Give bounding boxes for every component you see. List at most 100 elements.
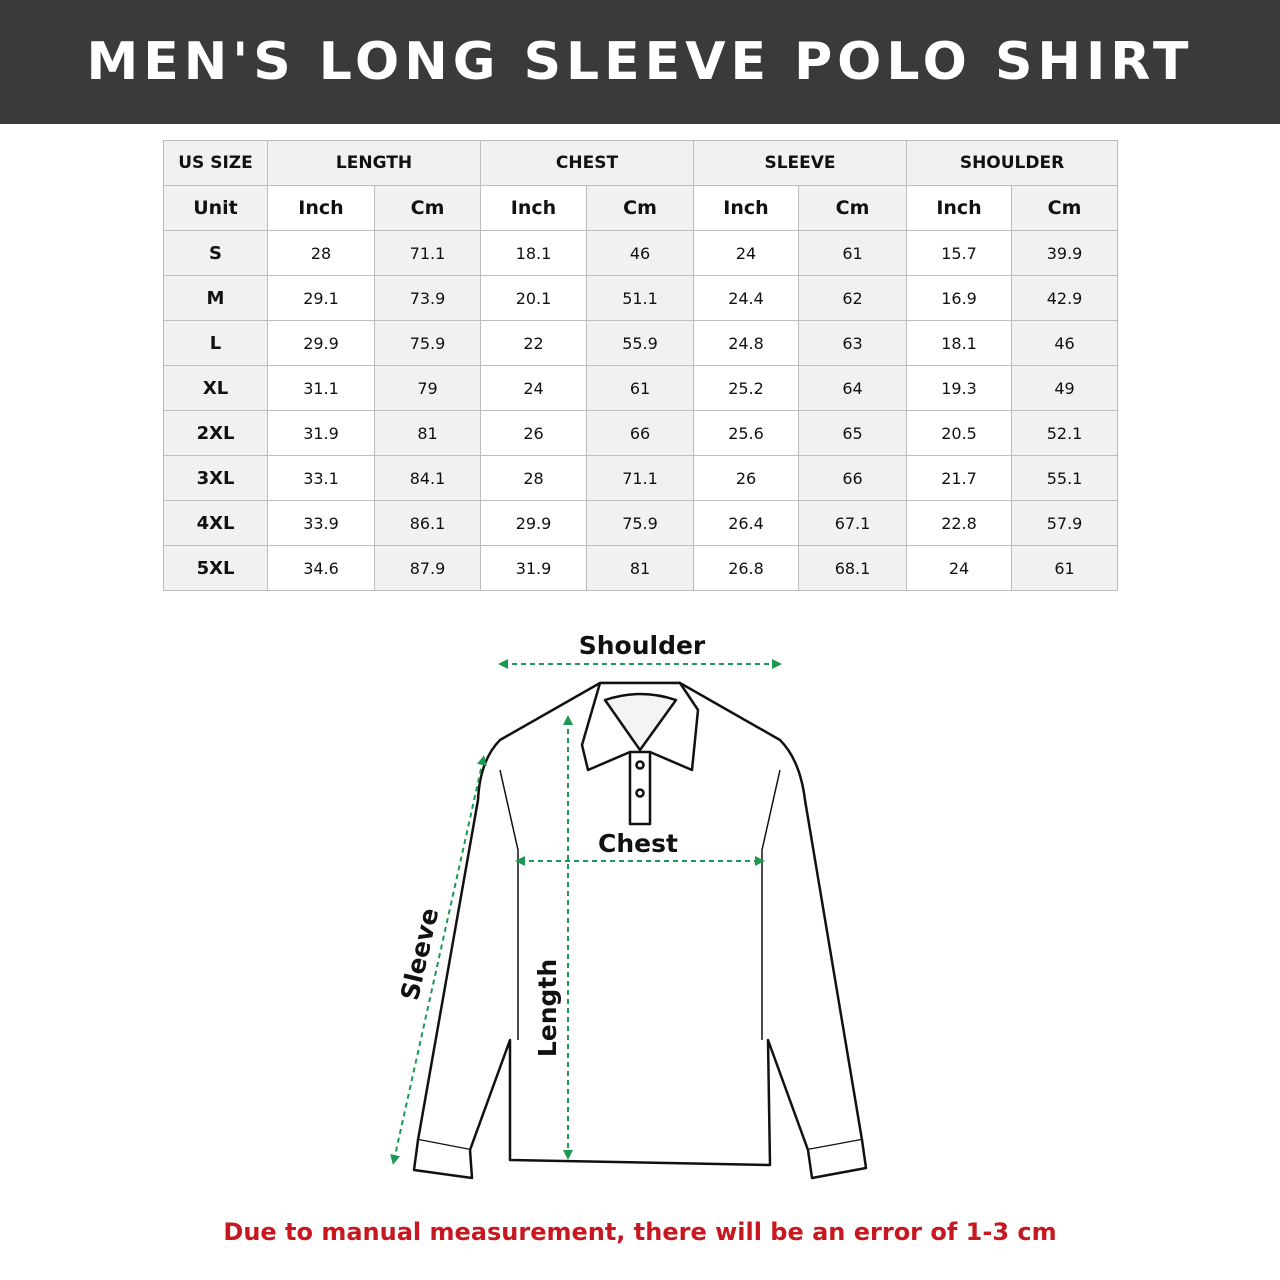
shirt-diagram: Shoulder Chest Length Sleeve (390, 631, 868, 1180)
group-header-cell: SHOULDER (906, 140, 1119, 186)
table-row: 2XL 31.9 81 26 66 25.6 65 20.5 52.1 (163, 410, 1119, 456)
value-cell: 31.1 (267, 365, 375, 411)
value-cell: 26 (480, 410, 587, 456)
value-cell: 46 (586, 230, 694, 276)
value-cell: 55.9 (586, 320, 694, 366)
value-cell: 26.4 (693, 500, 799, 546)
shirt-outline (412, 681, 868, 1180)
group-header-cell: LENGTH (267, 140, 481, 186)
table-row: M 29.1 73.9 20.1 51.1 24.4 62 16.9 42.9 (163, 275, 1119, 321)
value-cell: 31.9 (480, 545, 587, 591)
unit-cell: Inch (693, 185, 799, 231)
unit-cell: Cm (586, 185, 694, 231)
value-cell: 51.1 (586, 275, 694, 321)
value-cell: 87.9 (374, 545, 481, 591)
unit-cell: Unit (163, 185, 268, 231)
value-cell: 24 (906, 545, 1013, 591)
value-cell: 26.8 (693, 545, 799, 591)
value-cell: 49 (1011, 365, 1119, 411)
value-cell: 19.3 (906, 365, 1013, 411)
chest-label: Chest (598, 829, 678, 858)
group-header-cell: CHEST (480, 140, 694, 186)
value-cell: 79 (374, 365, 481, 411)
value-cell: 66 (586, 410, 694, 456)
value-cell: 65 (797, 410, 908, 456)
value-cell: 26 (693, 455, 799, 501)
value-cell: 81 (374, 410, 481, 456)
value-cell: 29.1 (267, 275, 375, 321)
value-cell: 33.1 (267, 455, 375, 501)
group-header-row: US SIZE LENGTH CHEST SLEEVE SHOULDER (163, 140, 1119, 186)
unit-cell: Inch (480, 185, 587, 231)
size-cell: 5XL (163, 545, 268, 591)
group-header-cell: SLEEVE (692, 140, 908, 186)
value-cell: 22.8 (906, 500, 1013, 546)
value-cell: 20.5 (906, 410, 1013, 456)
size-chart-table: US SIZE LENGTH CHEST SLEEVE SHOULDER Unit Inch… (163, 140, 1119, 591)
value-cell: 71.1 (374, 230, 481, 276)
value-cell: 24.4 (693, 275, 799, 321)
size-cell: S (163, 230, 268, 276)
table-row: 3XL 33.1 84.1 28 71.1 26 66 21.7 55.1 (163, 455, 1119, 501)
value-cell: 25.6 (693, 410, 799, 456)
unit-cell: Cm (1011, 185, 1119, 231)
value-cell: 73.9 (374, 275, 481, 321)
value-cell: 18.1 (906, 320, 1013, 366)
value-cell: 75.9 (586, 500, 694, 546)
unit-cell: Cm (374, 185, 481, 231)
table-row: 5XL 34.6 87.9 31.9 81 26.8 68.1 24 61 (163, 545, 1119, 591)
measurement-note: Due to manual measurement, there will be… (223, 1218, 1057, 1246)
length-label: Length (533, 959, 562, 1057)
value-cell: 84.1 (374, 455, 481, 501)
unit-cell: Inch (267, 185, 375, 231)
value-cell: 22 (480, 320, 587, 366)
group-header-cell: US SIZE (163, 140, 268, 186)
table-row: XL 31.1 79 24 61 25.2 64 19.3 49 (163, 365, 1119, 411)
value-cell: 81 (586, 545, 694, 591)
value-cell: 31.9 (267, 410, 375, 456)
unit-cell: Cm (797, 185, 908, 231)
value-cell: 55.1 (1011, 455, 1119, 501)
value-cell: 57.9 (1011, 500, 1119, 546)
page-title: MEN'S LONG SLEEVE POLO SHIRT (86, 32, 1194, 92)
unit-cell: Inch (906, 185, 1013, 231)
value-cell: 39.9 (1011, 230, 1119, 276)
value-cell: 66 (797, 455, 908, 501)
value-cell: 67.1 (797, 500, 908, 546)
table-row: 4XL 33.9 86.1 29.9 75.9 26.4 67.1 22.8 57.9 (163, 500, 1119, 546)
table-row: L 29.9 75.9 22 55.9 24.8 63 18.1 46 (163, 320, 1119, 366)
size-cell: 2XL (163, 410, 268, 456)
value-cell: 52.1 (1011, 410, 1119, 456)
unit-row: Unit Inch Cm Inch Cm Inch Cm Inch Cm (163, 185, 1119, 231)
value-cell: 28 (267, 230, 375, 276)
size-cell: 4XL (163, 500, 268, 546)
value-cell: 16.9 (906, 275, 1013, 321)
value-cell: 24.8 (693, 320, 799, 366)
size-cell: L (163, 320, 268, 366)
value-cell: 71.1 (586, 455, 694, 501)
shoulder-label: Shoulder (579, 631, 706, 660)
table-row: S 28 71.1 18.1 46 24 61 15.7 39.9 (163, 230, 1119, 276)
value-cell: 18.1 (480, 230, 587, 276)
value-cell: 61 (797, 230, 908, 276)
size-cell: M (163, 275, 268, 321)
value-cell: 29.9 (267, 320, 375, 366)
value-cell: 46 (1011, 320, 1119, 366)
value-cell: 25.2 (693, 365, 799, 411)
value-cell: 21.7 (906, 455, 1013, 501)
value-cell: 34.6 (267, 545, 375, 591)
value-cell: 75.9 (374, 320, 481, 366)
value-cell: 33.9 (267, 500, 375, 546)
value-cell: 86.1 (374, 500, 481, 546)
value-cell: 20.1 (480, 275, 587, 321)
value-cell: 24 (480, 365, 587, 411)
value-cell: 61 (1011, 545, 1119, 591)
value-cell: 28 (480, 455, 587, 501)
value-cell: 24 (693, 230, 799, 276)
value-cell: 63 (797, 320, 908, 366)
sleeve-label: Sleeve (395, 905, 444, 1003)
value-cell: 29.9 (480, 500, 587, 546)
value-cell: 62 (797, 275, 908, 321)
value-cell: 15.7 (906, 230, 1013, 276)
title-banner: MEN'S LONG SLEEVE POLO SHIRT (0, 0, 1280, 124)
